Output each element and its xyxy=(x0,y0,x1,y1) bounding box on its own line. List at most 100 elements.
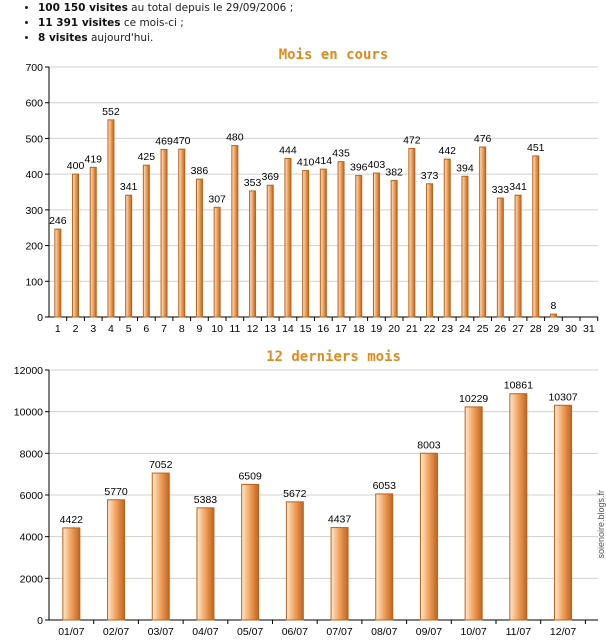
data-label: 444 xyxy=(279,144,297,156)
y-tick-label: 600 xyxy=(25,98,43,110)
y-tick-label: 0 xyxy=(37,615,43,627)
x-tick-label: 12 xyxy=(247,323,259,335)
chart-title: 12 derniers mois xyxy=(266,349,401,365)
data-label: 442 xyxy=(438,145,456,157)
x-tick-label: 30 xyxy=(565,323,577,335)
data-label: 472 xyxy=(403,134,421,146)
bar xyxy=(178,148,186,318)
x-tick-label: 10/07 xyxy=(461,626,487,638)
x-tick-label: 18 xyxy=(353,323,365,335)
bar xyxy=(72,173,80,318)
bar xyxy=(142,164,150,318)
data-label: 8 xyxy=(551,300,557,312)
summary-total: 100 150 visites au total depuis le 29/09… xyxy=(38,1,293,16)
bar xyxy=(461,175,469,318)
x-tick-label: 29 xyxy=(548,323,560,335)
total-visits-text: au total depuis le 29/09/2006 ; xyxy=(127,2,294,14)
data-label: 394 xyxy=(456,162,474,174)
bar xyxy=(372,172,380,318)
bar xyxy=(285,501,304,621)
data-label: 476 xyxy=(474,133,492,145)
x-tick-label: 22 xyxy=(424,323,436,335)
bar xyxy=(549,313,557,318)
bar xyxy=(125,194,133,318)
y-tick-label: 200 xyxy=(25,241,43,253)
bar xyxy=(241,483,260,621)
bar xyxy=(213,206,221,318)
x-tick-label: 26 xyxy=(495,323,507,335)
y-tick-label: 500 xyxy=(25,133,43,145)
bar xyxy=(302,170,310,318)
summary-today: 8 visites aujourd'hui. xyxy=(38,31,293,46)
bar xyxy=(249,190,257,318)
bar xyxy=(231,145,239,318)
data-label: 341 xyxy=(509,181,527,193)
x-tick-label: 31 xyxy=(583,323,595,335)
data-label: 341 xyxy=(120,181,138,193)
data-label: 386 xyxy=(191,165,209,177)
data-label: 4422 xyxy=(60,514,84,526)
x-tick-label: 07/07 xyxy=(326,626,352,638)
bar xyxy=(337,161,345,318)
y-tick-label: 400 xyxy=(25,169,43,181)
bar xyxy=(443,158,451,318)
data-label: 307 xyxy=(208,193,226,205)
bar xyxy=(514,194,522,318)
data-label: 419 xyxy=(84,153,102,165)
bar xyxy=(509,393,528,621)
x-tick-label: 04/07 xyxy=(192,626,218,638)
data-label: 246 xyxy=(49,215,67,227)
visit-summary: 100 150 visites au total depuis le 29/09… xyxy=(22,1,293,46)
bar xyxy=(107,119,115,318)
x-tick-label: 21 xyxy=(406,323,418,335)
x-tick-label: 9 xyxy=(197,323,203,335)
bar xyxy=(107,499,126,621)
x-tick-label: 25 xyxy=(477,323,489,335)
bar xyxy=(408,147,416,318)
x-tick-label: 02/07 xyxy=(103,626,129,638)
y-tick-label: 4000 xyxy=(20,532,44,544)
data-label: 5770 xyxy=(104,486,128,498)
x-tick-label: 01/07 xyxy=(58,626,84,638)
bar xyxy=(330,527,349,621)
x-tick-label: 19 xyxy=(371,323,383,335)
x-tick-label: 10 xyxy=(211,323,223,335)
bar xyxy=(355,175,363,318)
x-tick-label: 27 xyxy=(512,323,524,335)
bar xyxy=(266,184,274,318)
total-visits-value: 100 150 visites xyxy=(38,2,128,14)
x-tick-label: 06/07 xyxy=(282,626,308,638)
x-tick-label: 12/07 xyxy=(550,626,576,638)
data-label: 10861 xyxy=(504,380,533,392)
bar xyxy=(319,168,327,318)
bar xyxy=(419,452,438,621)
y-tick-label: 8000 xyxy=(20,448,44,460)
x-tick-label: 28 xyxy=(530,323,542,335)
y-tick-label: 6000 xyxy=(20,490,44,502)
y-tick-label: 700 xyxy=(25,62,43,74)
x-tick-label: 5 xyxy=(126,323,132,335)
data-label: 414 xyxy=(315,155,333,167)
watermark: soienoire.blogs.fr xyxy=(596,490,606,559)
bar xyxy=(62,527,81,621)
x-tick-label: 09/07 xyxy=(416,626,442,638)
x-tick-label: 05/07 xyxy=(237,626,263,638)
data-label: 400 xyxy=(67,160,85,172)
bar xyxy=(284,157,292,318)
x-tick-label: 13 xyxy=(264,323,276,335)
bar xyxy=(89,166,97,318)
data-label: 6509 xyxy=(238,470,262,482)
bar xyxy=(464,406,483,621)
data-label: 369 xyxy=(261,171,279,183)
chart-title: Mois en cours xyxy=(279,47,389,63)
data-label: 435 xyxy=(332,148,350,160)
x-tick-label: 15 xyxy=(300,323,312,335)
data-label: 10307 xyxy=(548,391,577,403)
summary-month: 11 391 visites ce mois-ci ; xyxy=(38,16,293,31)
data-label: 8003 xyxy=(417,439,441,451)
x-tick-label: 17 xyxy=(335,323,347,335)
x-tick-label: 4 xyxy=(108,323,114,335)
data-label: 4437 xyxy=(328,514,352,526)
x-tick-label: 11 xyxy=(229,323,240,335)
